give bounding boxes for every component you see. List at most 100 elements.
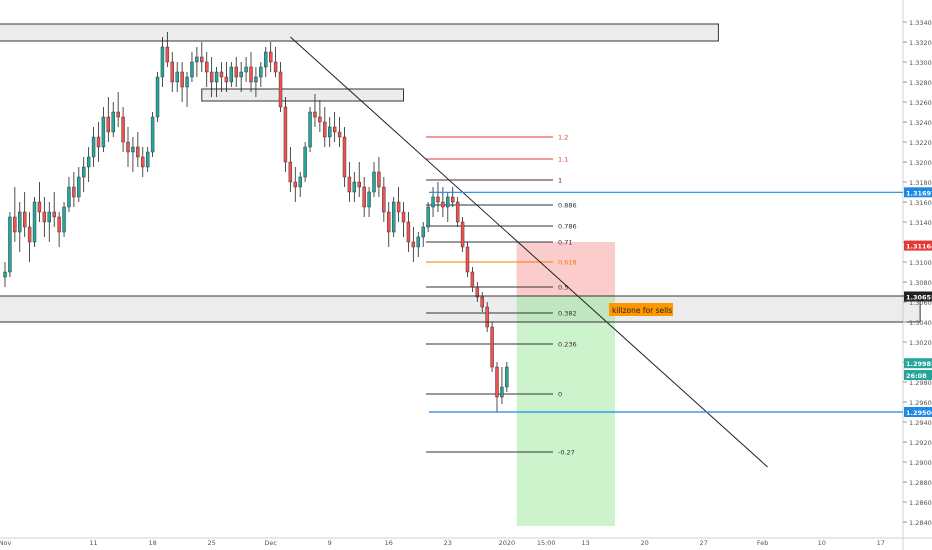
candle-body (288, 161, 293, 183)
price-badge-label: 1.29500 (906, 409, 932, 417)
annotation-box (609, 303, 673, 316)
price-axis[interactable]: 1.33400 1.33200 1.33000 1.32800 1.32600 1.324… (903, 19, 932, 527)
candle-body (441, 201, 445, 208)
candle-body (337, 131, 342, 138)
candle-body (455, 201, 460, 223)
fib-level-label: 0.886 (558, 202, 577, 210)
candle-body (254, 76, 258, 83)
zone-box (201, 88, 405, 102)
candle-body (160, 46, 165, 78)
candle-body (372, 171, 376, 193)
candle-body (219, 71, 224, 78)
price-tick-label: 1.29800 (909, 379, 932, 387)
time-tick-label: 13 (581, 539, 589, 547)
candle-body (352, 181, 357, 193)
fib-level-label: 1.1 (558, 156, 568, 164)
time-tick-label: 27 (699, 539, 707, 547)
time-tick-label: 25 (207, 539, 215, 547)
candle-body (214, 71, 219, 83)
candle-body (150, 116, 155, 153)
fib-level-label: 0.236 (558, 341, 577, 349)
fib-level-label: 0.786 (558, 223, 577, 231)
time-axis[interactable]: Nov 11 18 25 Dec 9 16 23 2020 15:00 13 20 27 Feb 10 17 (0, 539, 885, 547)
candle-body (126, 141, 130, 153)
fib-level-label: 1.2 (558, 134, 568, 142)
time-tick-label: Feb (757, 539, 769, 547)
candle-body (318, 116, 322, 123)
candle-body (436, 196, 440, 203)
candle-body (460, 221, 465, 248)
candle-body (500, 386, 504, 398)
candle-body (470, 271, 475, 288)
time-tick-label: 18 (148, 539, 156, 547)
price-lines[interactable] (0, 191, 903, 413)
price-tick-label: 1.33000 (909, 59, 932, 67)
price-badge (904, 370, 932, 380)
candle-body (96, 136, 101, 148)
price-tick-label: 1.32000 (909, 159, 932, 167)
price-badge (904, 187, 932, 198)
candle-body (91, 136, 96, 158)
candle-body (377, 171, 381, 188)
candle-body (362, 186, 366, 208)
candle-body (244, 66, 248, 73)
candle-body (229, 66, 234, 83)
candle-body (42, 211, 47, 223)
fib-level-label: 0.382 (558, 310, 577, 318)
candle-body (367, 191, 371, 208)
price-tick-label: 1.32400 (909, 119, 932, 127)
price-tick-label: 1.30600 (909, 299, 932, 307)
candle-body (293, 181, 297, 188)
candle-body (278, 71, 283, 108)
candle-body (106, 116, 111, 133)
candle-body (145, 151, 150, 168)
trendline[interactable] (290, 36, 768, 468)
price-tick-label: 1.33400 (909, 19, 932, 27)
candle-body (401, 211, 406, 223)
candle-body (13, 216, 17, 233)
time-tick-label: 9 (328, 539, 332, 547)
price-tick-label: 1.30200 (909, 339, 932, 347)
candle-body (180, 71, 184, 88)
candle-body (200, 56, 204, 63)
candle-body (328, 126, 332, 138)
time-tick-label: 15:00 (537, 539, 556, 547)
time-tick-label: Dec (264, 539, 277, 547)
candle-body (141, 156, 145, 168)
candle-body (396, 201, 401, 213)
candle-body (391, 201, 396, 233)
price-tick-label: 1.29600 (909, 399, 932, 407)
price-tick-label: 1.32600 (909, 99, 932, 107)
candle-body (273, 61, 278, 73)
annotation[interactable]: killzone for sells (609, 303, 673, 316)
candle-body (313, 111, 317, 118)
price-badge-label: 26:08 (906, 372, 927, 380)
price-badge-label: 1.31164 (906, 243, 932, 251)
time-tick-label: 16 (385, 539, 393, 547)
zone-box (0, 23, 719, 42)
candle-body (170, 61, 174, 83)
candle-body (347, 176, 352, 193)
candle-body (27, 226, 32, 243)
candle-body (382, 186, 386, 213)
candle-body (190, 61, 194, 78)
candle-body (18, 211, 22, 233)
candle-body (431, 196, 435, 208)
fib-level-label: 0 (558, 391, 562, 399)
fib-level-label: -0.27 (558, 449, 575, 457)
trendline-line (290, 36, 768, 468)
candle-body (303, 146, 307, 178)
candle-body (298, 176, 302, 188)
price-tick-label: 1.30400 (909, 319, 932, 327)
candle-body (111, 111, 115, 133)
candle-body (411, 241, 416, 248)
candle-body (62, 206, 66, 233)
price-badge (904, 407, 932, 417)
candle-body (52, 211, 56, 218)
candle-body (22, 211, 27, 228)
candle-body (387, 211, 391, 233)
price-tick-label: 1.30800 (909, 279, 932, 287)
time-tick-label: 17 (877, 539, 885, 547)
